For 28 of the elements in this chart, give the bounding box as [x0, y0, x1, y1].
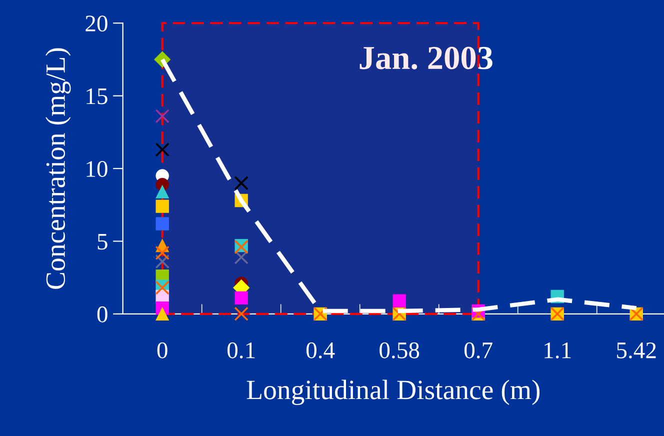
x-axis-title: Longitudinal Distance (m)	[246, 380, 540, 406]
y-tick-label: 20	[86, 16, 108, 32]
point	[234, 291, 248, 305]
point	[155, 142, 170, 157]
x-tick-label: 0	[157, 342, 168, 358]
x-tick-label: 0.1	[227, 342, 255, 358]
y-tick-label: 15	[86, 88, 108, 104]
point	[234, 176, 248, 190]
point	[234, 306, 248, 322]
point	[156, 185, 169, 198]
point	[156, 200, 169, 213]
point	[155, 254, 170, 269]
point	[234, 250, 248, 264]
point	[156, 307, 169, 321]
point	[155, 109, 170, 124]
x-tick-label: 0.7	[464, 342, 492, 358]
point	[156, 217, 169, 230]
x-tick-label: 0.4	[306, 342, 335, 358]
y-tick-label: 0	[97, 306, 108, 322]
x-tick-label: 1.1	[544, 342, 571, 358]
point	[392, 294, 406, 308]
x-tick-label: 0.58	[380, 342, 420, 358]
point	[155, 246, 170, 260]
y-axis-title: Concentration (mg/L)	[45, 48, 71, 289]
annotation: Jan. 2003	[360, 46, 492, 70]
x-tick-label: 5.42	[617, 342, 656, 358]
y-tick-label: 5	[98, 234, 108, 250]
y-tick-label: 10	[86, 161, 108, 177]
